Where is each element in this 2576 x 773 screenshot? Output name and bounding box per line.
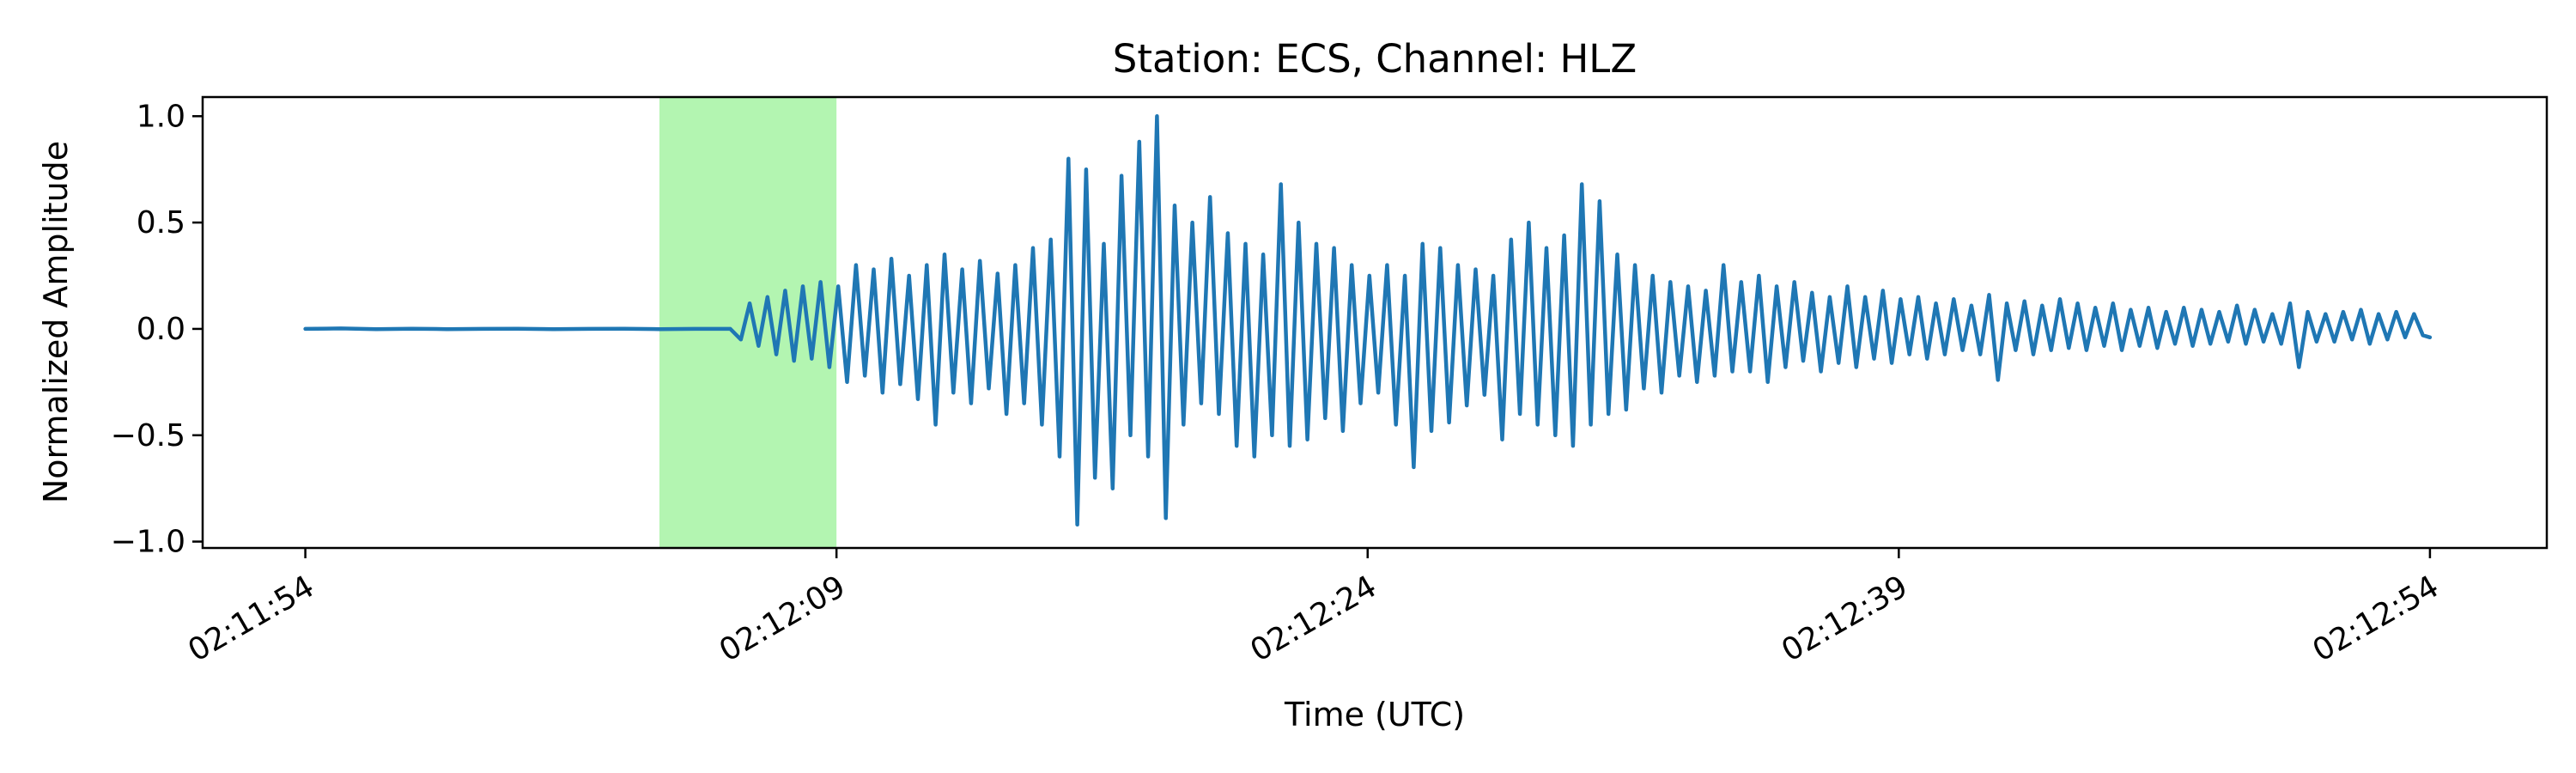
y-tick-label: 0.5 [137, 205, 185, 240]
y-axis: 1.0 0.5 0.0 −0.5 −1.0 [111, 99, 203, 560]
y-tick-label: 0.0 [137, 312, 185, 347]
plot-frame [201, 95, 2549, 550]
pick-window-highlight [659, 97, 837, 548]
y-tick-label: −0.5 [111, 418, 185, 453]
y-axis-label: Normalized Amplitude [37, 141, 75, 503]
trace-layer [303, 114, 2433, 527]
chart-title: Station: ECS, Channel: HLZ [1113, 36, 1637, 82]
x-axis-label: Time (UTC) [1284, 696, 1465, 733]
y-tick-label: 1.0 [137, 99, 185, 134]
waveform-trace-hlz [303, 114, 2433, 527]
y-tick-label: −1.0 [111, 525, 185, 560]
highlight-layer [659, 97, 837, 548]
